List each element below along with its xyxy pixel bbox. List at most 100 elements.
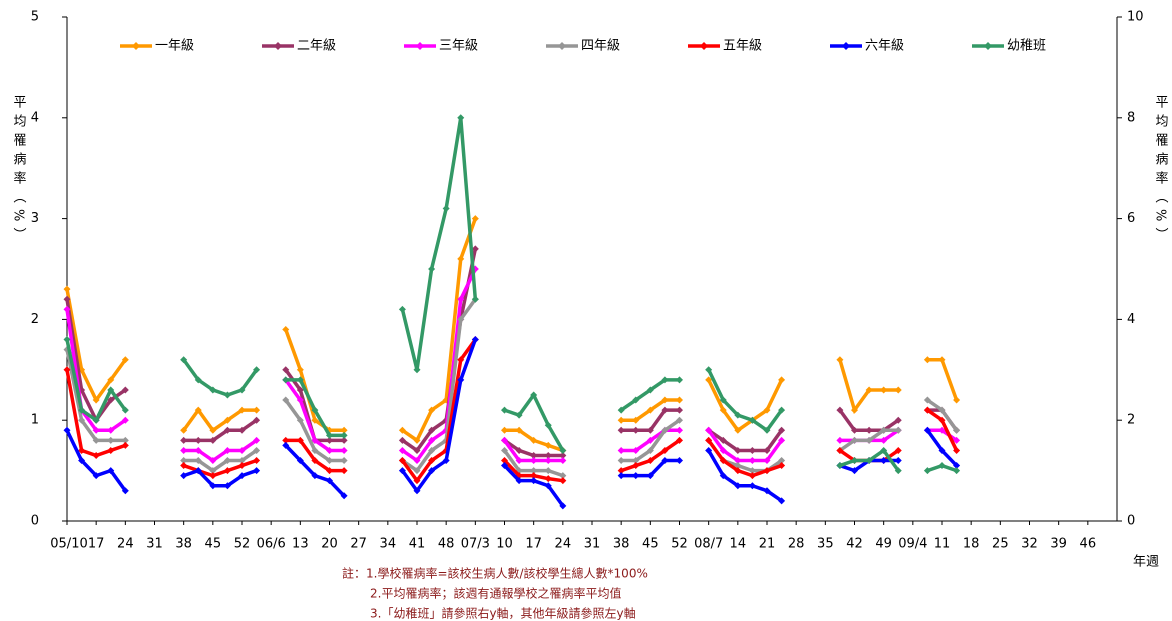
y2-tick-label: 2	[1127, 413, 1135, 428]
x-tick-label: 24	[555, 537, 572, 552]
data-point	[544, 421, 552, 429]
data-point	[340, 457, 348, 465]
data-point	[894, 446, 902, 454]
data-point	[238, 446, 246, 454]
data-point	[340, 467, 348, 475]
data-point	[63, 336, 71, 344]
data-point	[457, 255, 465, 263]
x-tick-label: 10	[496, 537, 513, 552]
data-point	[953, 467, 961, 475]
legend-marker	[700, 42, 708, 50]
data-point	[953, 426, 961, 434]
x-tick-label: 38	[175, 537, 192, 552]
data-point	[646, 457, 654, 465]
data-point	[428, 457, 436, 465]
x-tick-label: 21	[759, 537, 776, 552]
x-tick-label: 45	[642, 537, 659, 552]
x-tick-label: 28	[788, 537, 805, 552]
data-point	[282, 376, 290, 384]
legend-marker	[132, 42, 140, 50]
data-point	[78, 416, 86, 424]
data-point	[457, 315, 465, 323]
data-point	[326, 477, 333, 485]
data-point	[544, 457, 552, 465]
data-point	[180, 356, 188, 364]
data-point	[296, 457, 304, 465]
x-tick-label: 48	[438, 537, 455, 552]
data-point	[63, 295, 71, 303]
x-tick-label: 11	[934, 537, 951, 552]
data-point	[778, 406, 786, 414]
data-point	[107, 446, 115, 454]
data-point	[107, 376, 115, 384]
note: 3.「幼稚班」請參照右y軸，其他年級請參照左y軸	[370, 606, 636, 621]
x-tick-label: 52	[671, 537, 688, 552]
data-point	[107, 467, 115, 475]
data-point	[209, 467, 217, 475]
data-point	[530, 457, 538, 465]
x-tick-label: 41	[409, 537, 426, 552]
x-tick-label: 18	[963, 537, 980, 552]
data-point	[748, 482, 756, 490]
data-point	[194, 446, 202, 454]
x-tick-label: 42	[846, 537, 863, 552]
data-point	[865, 426, 873, 434]
data-point	[719, 457, 727, 465]
data-point	[92, 451, 100, 459]
data-point	[340, 431, 348, 439]
data-point	[544, 482, 552, 490]
x-tick-label: 32	[1021, 537, 1038, 552]
data-point	[209, 457, 217, 465]
data-point	[676, 376, 683, 384]
data-point	[326, 457, 333, 465]
data-point	[282, 325, 290, 333]
y-tick-label: 3	[31, 211, 39, 226]
data-point	[617, 426, 625, 434]
data-point	[107, 396, 115, 404]
data-point	[559, 502, 567, 510]
data-point	[748, 472, 756, 480]
x-tick-label: 46	[1080, 537, 1097, 552]
data-point	[617, 406, 625, 414]
note: 註：1.學校罹病率=該校生病人數/該校學生總人數*100%	[342, 566, 648, 581]
data-point	[340, 446, 348, 454]
data-point	[223, 482, 231, 490]
data-point	[515, 411, 523, 419]
data-point	[923, 467, 931, 475]
data-point	[180, 472, 188, 480]
data-point	[530, 472, 538, 480]
data-point	[646, 436, 654, 444]
data-point	[559, 451, 567, 459]
x-tick-label: 35	[817, 537, 834, 552]
data-point	[311, 416, 319, 424]
data-point	[851, 467, 858, 475]
data-point	[92, 426, 100, 434]
legend-marker	[984, 42, 992, 50]
data-point	[253, 366, 261, 374]
data-point	[763, 446, 771, 454]
x-tick-label: 13	[292, 537, 309, 552]
x-tick-label: 25	[992, 537, 1009, 552]
data-point	[530, 391, 538, 399]
data-point	[457, 295, 465, 303]
data-point	[617, 457, 625, 465]
data-point	[851, 406, 858, 414]
data-point	[705, 426, 713, 434]
data-point	[501, 436, 508, 444]
data-point	[121, 386, 129, 394]
data-point	[894, 467, 902, 475]
data-point	[180, 462, 188, 470]
data-point	[646, 406, 654, 414]
data-point	[938, 446, 946, 454]
data-point	[719, 446, 727, 454]
data-point	[398, 436, 406, 444]
y2-tick-label: 0	[1127, 514, 1135, 529]
data-point	[413, 436, 421, 444]
y-tick-label: 2	[31, 312, 39, 327]
data-point	[413, 446, 421, 454]
y-axis-label: 平均罹病率（%）	[11, 95, 27, 246]
data-point	[734, 426, 742, 434]
data-point	[661, 457, 669, 465]
legend-marker	[842, 42, 850, 50]
data-point	[778, 426, 786, 434]
